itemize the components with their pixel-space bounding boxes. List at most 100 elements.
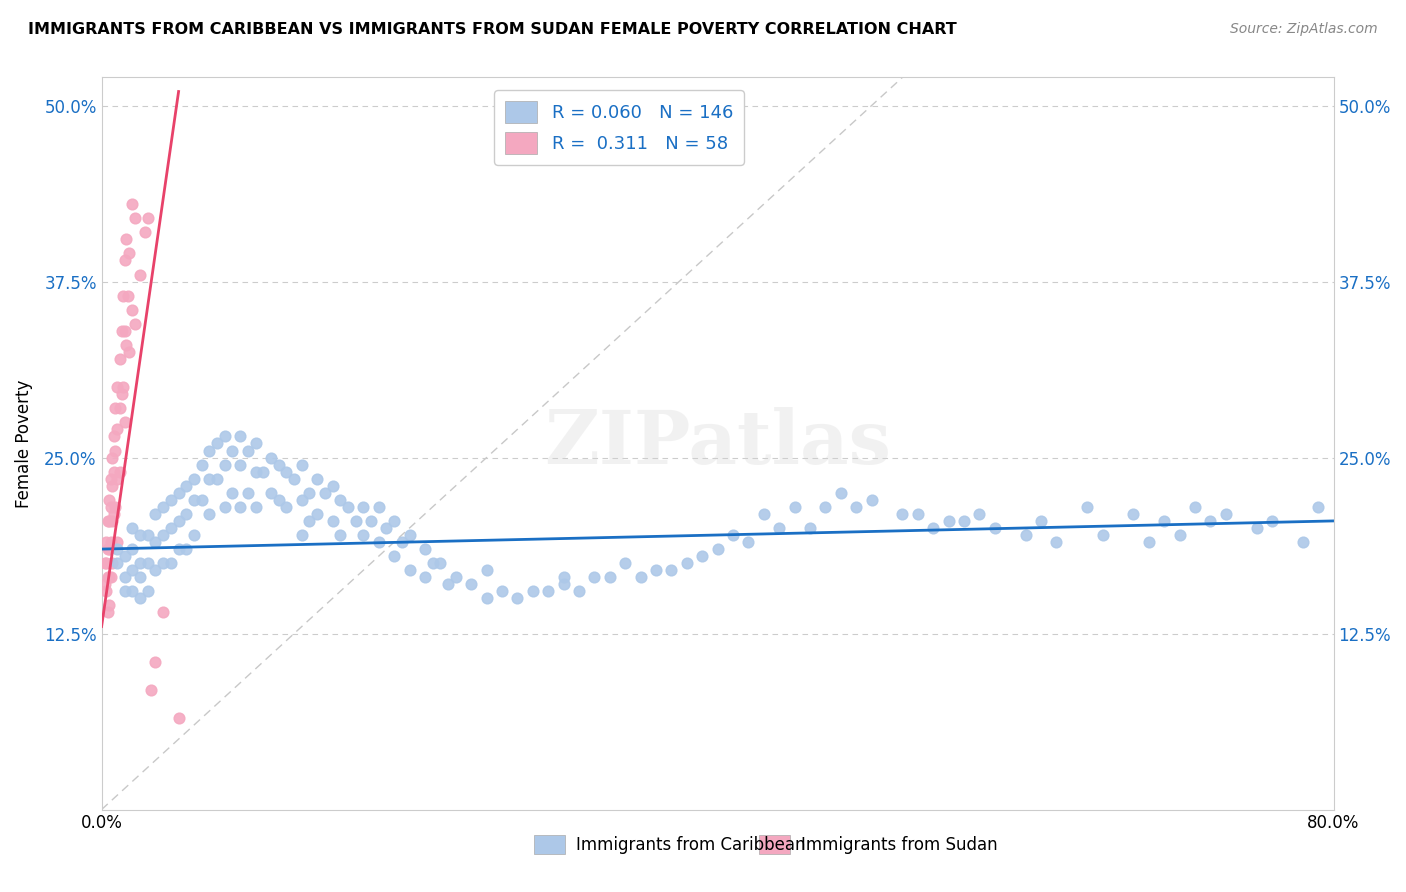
Point <box>183 528 205 542</box>
Point <box>360 514 382 528</box>
Point <box>205 436 228 450</box>
Point <box>98 492 121 507</box>
Point <box>307 507 329 521</box>
Point <box>245 465 267 479</box>
Point <box>145 535 167 549</box>
Point <box>1045 535 1067 549</box>
Point <box>129 268 152 282</box>
Point <box>101 556 124 570</box>
Text: Source: ZipAtlas.com: Source: ZipAtlas.com <box>1230 22 1378 37</box>
Point <box>129 528 152 542</box>
Point <box>124 317 146 331</box>
Point <box>1076 500 1098 514</box>
Point <box>260 450 283 465</box>
Point <box>291 528 314 542</box>
Point <box>160 521 183 535</box>
Point <box>352 500 374 514</box>
Point <box>100 472 122 486</box>
Point <box>267 458 290 472</box>
Point <box>1199 514 1222 528</box>
Point <box>129 591 152 606</box>
Point <box>352 528 374 542</box>
Point <box>114 584 136 599</box>
Point <box>103 507 125 521</box>
Point <box>267 492 290 507</box>
Point <box>105 542 128 557</box>
Point <box>174 479 197 493</box>
Point <box>115 338 138 352</box>
Point <box>214 458 236 472</box>
Point <box>96 535 118 549</box>
Text: Immigrants from Caribbean: Immigrants from Caribbean <box>576 836 806 855</box>
Point <box>152 556 174 570</box>
Point <box>114 570 136 584</box>
Point <box>101 450 124 465</box>
Point <box>336 500 359 514</box>
Point <box>1137 535 1160 549</box>
Point <box>110 324 132 338</box>
Point <box>112 288 135 302</box>
Point <box>375 521 398 535</box>
Point <box>97 514 120 528</box>
Point <box>167 542 190 557</box>
Point <box>229 500 252 514</box>
Point <box>121 584 143 599</box>
Point <box>108 465 131 479</box>
Point <box>737 535 759 549</box>
Point <box>690 549 713 563</box>
Point <box>139 682 162 697</box>
Point <box>134 225 156 239</box>
Point <box>104 401 127 416</box>
Point <box>260 485 283 500</box>
Point <box>444 570 467 584</box>
Point <box>367 535 389 549</box>
Point <box>1168 528 1191 542</box>
Point <box>814 500 837 514</box>
Point <box>103 429 125 443</box>
Point <box>422 556 444 570</box>
Point <box>1091 528 1114 542</box>
Point <box>97 570 120 584</box>
Point <box>174 542 197 557</box>
Point <box>783 500 806 514</box>
Point <box>307 472 329 486</box>
Point <box>983 521 1005 535</box>
Point <box>229 429 252 443</box>
Point <box>124 211 146 226</box>
Point <box>891 507 914 521</box>
Point <box>129 570 152 584</box>
Point <box>398 563 420 577</box>
Point <box>437 577 460 591</box>
Point <box>167 711 190 725</box>
Point <box>938 514 960 528</box>
Point <box>145 507 167 521</box>
Point <box>322 514 344 528</box>
Point <box>190 458 212 472</box>
Point <box>98 599 121 613</box>
Point <box>969 507 991 521</box>
Point <box>100 535 122 549</box>
Point <box>537 584 560 599</box>
Point <box>1122 507 1144 521</box>
Point <box>229 458 252 472</box>
Point <box>167 485 190 500</box>
Point <box>103 465 125 479</box>
Point <box>105 380 128 394</box>
Point <box>118 246 141 260</box>
Point <box>136 528 159 542</box>
Point <box>645 563 668 577</box>
Point <box>475 591 498 606</box>
Point <box>1029 514 1052 528</box>
Point <box>112 380 135 394</box>
Point <box>101 479 124 493</box>
Point <box>114 416 136 430</box>
Point <box>101 514 124 528</box>
Text: Immigrants from Sudan: Immigrants from Sudan <box>801 836 998 855</box>
Point <box>167 514 190 528</box>
Point <box>114 549 136 563</box>
Point <box>1014 528 1036 542</box>
Point <box>768 521 790 535</box>
Point <box>1215 507 1237 521</box>
Point <box>114 324 136 338</box>
Point <box>291 458 314 472</box>
